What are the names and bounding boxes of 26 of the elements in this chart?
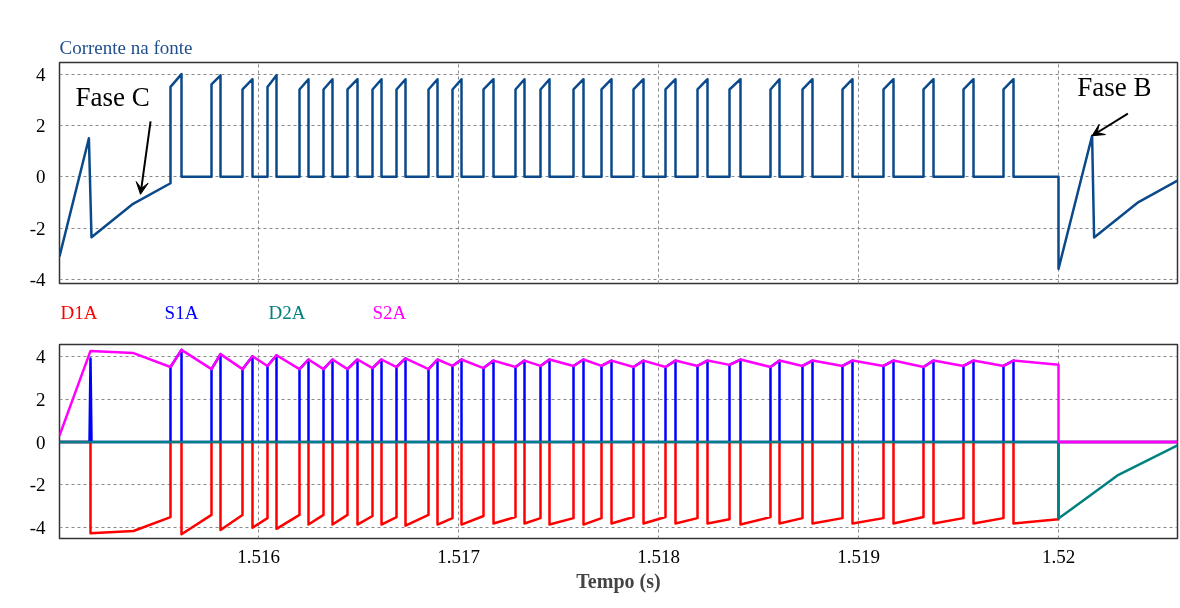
x-tick-label: 1.516 — [237, 545, 280, 567]
x-tick-label: 1.517 — [437, 545, 480, 567]
annotation: Fase B — [1077, 72, 1152, 103]
x-tick-label: 1.52 — [1041, 545, 1076, 567]
line-series — [59, 348, 1178, 444]
line-series — [59, 440, 1178, 520]
y-tick-label: 0 — [36, 431, 46, 453]
series-label: S1A — [164, 302, 199, 323]
text: D2A — [268, 302, 306, 323]
x-tick-label: 1.518 — [637, 545, 680, 567]
annotation: Fase C — [75, 82, 150, 113]
y-tick-label: 4 — [36, 63, 46, 85]
x-axis-title: Tempo (s) — [576, 569, 661, 593]
series-label: S2A — [372, 302, 407, 323]
y-tick-label: 2 — [36, 114, 46, 136]
y-tick-label: 4 — [36, 345, 46, 367]
y-tick-label: -4 — [29, 269, 46, 291]
text: D1A — [60, 302, 98, 323]
line-series — [59, 72, 1178, 271]
y-tick-label: -2 — [29, 217, 46, 239]
y-tick-label: 0 — [36, 166, 46, 188]
chart-title: Corrente na fonte — [59, 36, 193, 58]
y-tick-label: 2 — [36, 388, 46, 410]
y-tick-label: -2 — [29, 474, 46, 496]
y-tick-label: -4 — [29, 517, 46, 539]
x-tick-label: 1.519 — [837, 545, 880, 567]
